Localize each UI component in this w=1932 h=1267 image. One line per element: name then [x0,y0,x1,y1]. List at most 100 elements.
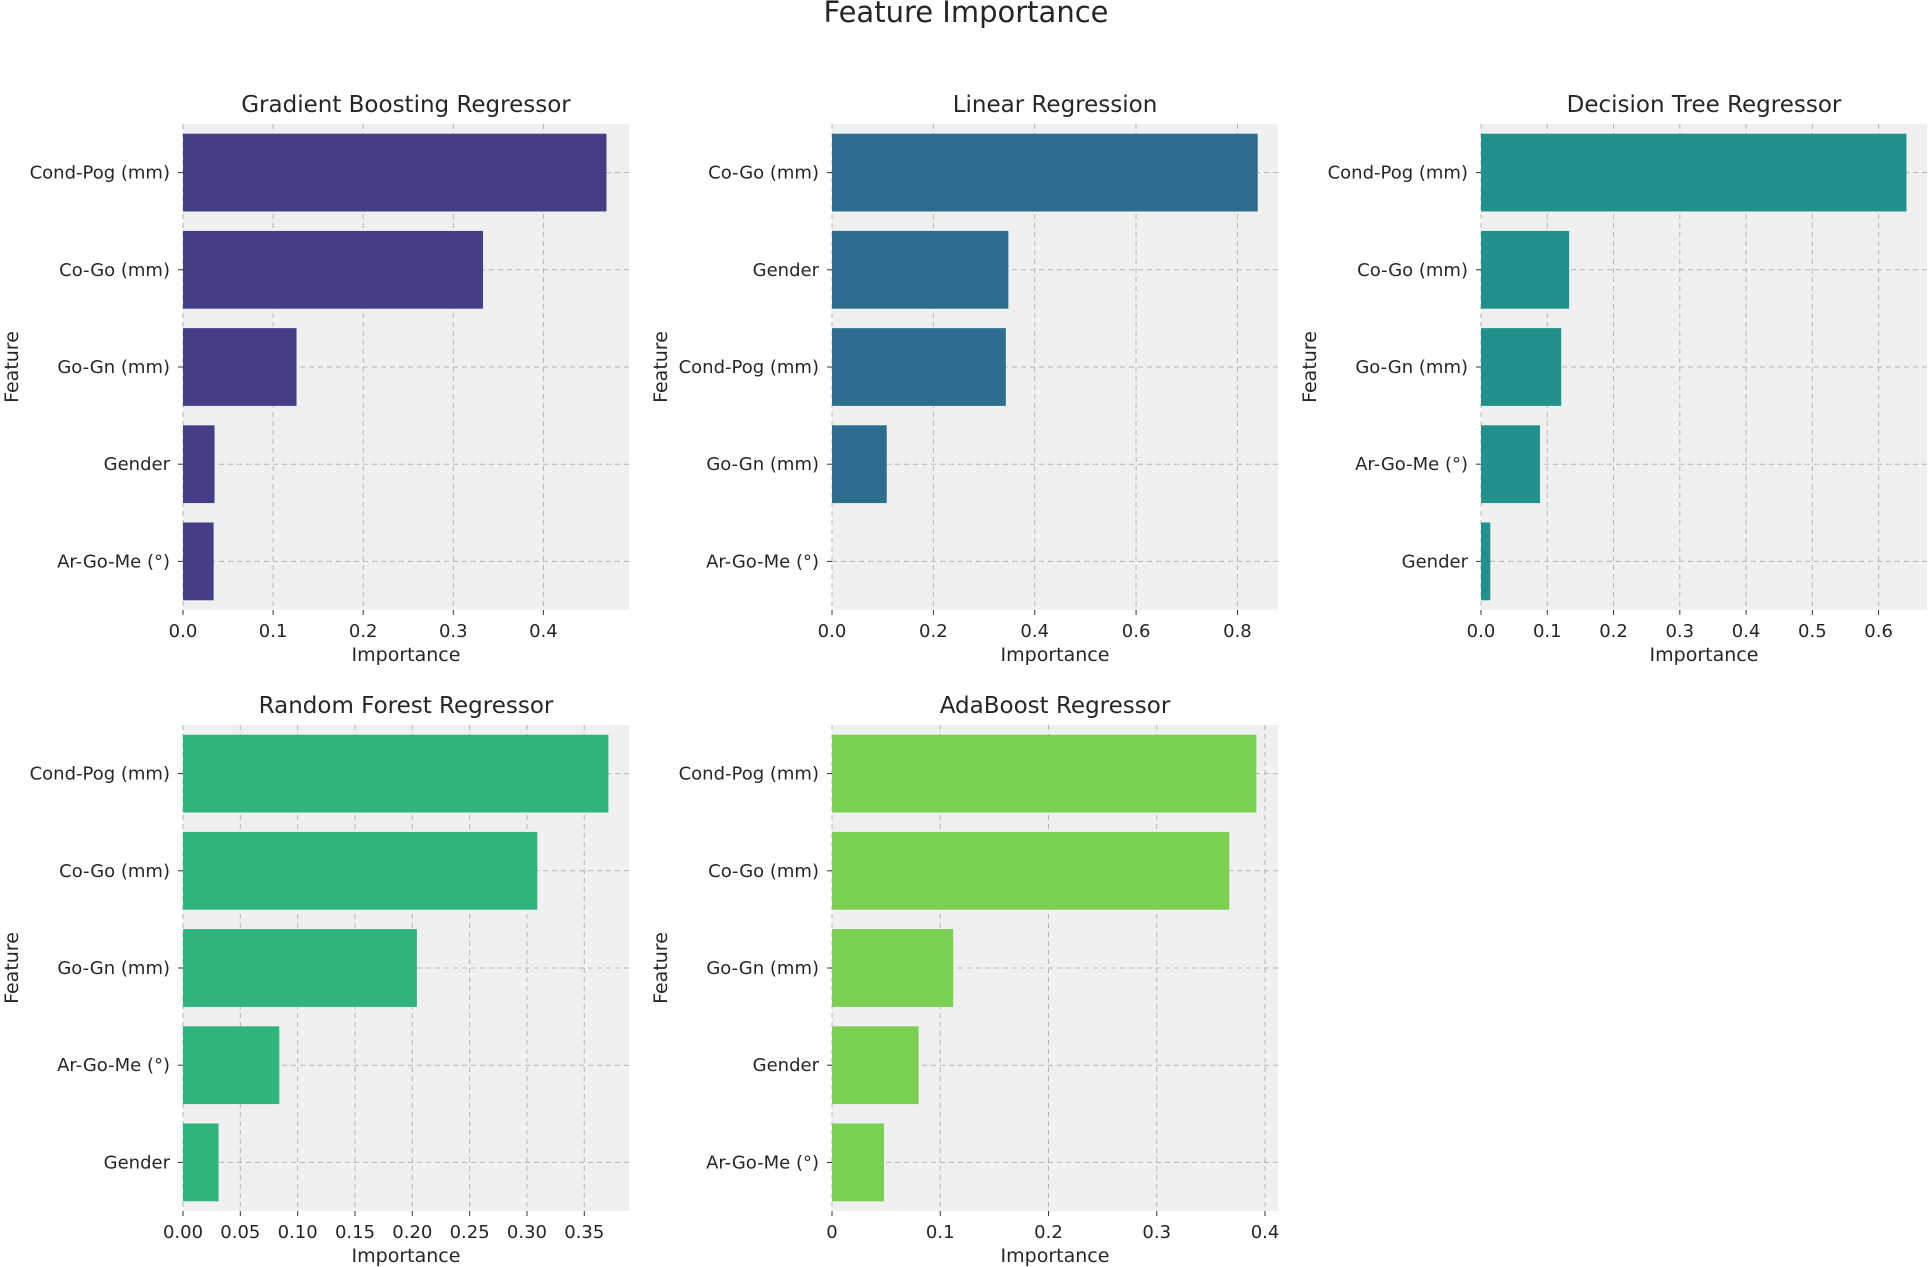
y-tick-label: Co-Go (mm) [1357,260,1468,281]
y-tick-label: Cond-Pog (mm) [30,163,170,184]
x-tick-label: 0.00 [163,1222,203,1243]
bar [832,831,1230,910]
figure-title: Feature Importance [824,0,1109,29]
x-tick-label: 0 [826,1222,837,1243]
bar [183,328,297,406]
bar [832,929,954,1007]
bar [1481,133,1907,212]
x-tick-label: 0.4 [529,621,558,642]
y-tick-label: Gender [104,454,171,475]
bar [183,230,484,309]
y-tick-label: Ar-Go-Me (°) [57,551,170,572]
y-axis-label: Feature [650,331,672,403]
x-tick-label: 0.5 [1798,621,1827,642]
x-tick-label: 0.35 [564,1222,604,1243]
x-tick-label: 0.2 [1599,621,1628,642]
y-tick-label: Ar-Go-Me (°) [1355,454,1468,475]
y-tick-label: Co-Go (mm) [59,861,170,882]
y-tick-label: Co-Go (mm) [708,861,819,882]
x-tick-label: 0.3 [439,621,468,642]
x-tick-label: 0.8 [1223,621,1252,642]
y-tick-label: Gender [753,1055,820,1076]
bar [832,1123,884,1202]
x-tick-label: 0.1 [259,621,288,642]
y-tick-label: Ar-Go-Me (°) [706,1152,819,1173]
x-axis-label: Importance [352,1245,461,1267]
bar [832,133,1258,212]
y-tick-label: Gender [1402,551,1469,572]
panel-title: Random Forest Regressor [259,693,554,719]
bar [832,425,887,504]
bar [183,831,538,910]
panel-title: Gradient Boosting Regressor [241,92,571,118]
x-tick-label: 0.3 [1665,621,1694,642]
bar [832,230,1009,309]
bar [183,929,417,1007]
x-tick-label: 0.4 [1732,621,1761,642]
x-tick-label: 0.10 [278,1222,318,1243]
panel-2: Co-Go (mm) Gender Cond-Pog (mm) Go-Gn (mm) A… [650,92,1278,666]
bar [1481,328,1562,406]
panel-3: Cond-Pog (mm) Co-Go (mm) Go-Gn (mm) Ar-Go-M… [1299,92,1927,666]
x-tick-label: 0.05 [220,1222,260,1243]
y-tick-label: Go-Gn (mm) [706,454,819,475]
y-tick-label: Go-Gn (mm) [1355,357,1468,378]
x-tick-label: 0.4 [1020,621,1049,642]
bar [832,328,1006,406]
y-tick-label: Gender [753,260,820,281]
x-tick-label: 0.20 [392,1222,432,1243]
x-tick-label: 0.6 [1122,621,1151,642]
y-tick-label: Gender [104,1152,171,1173]
bar [183,133,607,212]
x-axis-label: Importance [352,644,461,666]
y-axis-label: Feature [1299,331,1321,403]
y-axis-label: Feature [1,331,23,403]
y-tick-label: Cond-Pog (mm) [1328,163,1468,184]
panel-title: AdaBoost Regressor [940,693,1171,719]
x-tick-label: 0.0 [1467,621,1496,642]
y-axis-label: Feature [1,932,23,1004]
x-tick-label: 0.30 [507,1222,547,1243]
x-tick-label: 0.2 [1034,1222,1063,1243]
bar [1481,230,1570,309]
x-tick-label: 0.2 [919,621,948,642]
y-tick-label: Go-Gn (mm) [57,958,170,979]
x-tick-label: 0.3 [1142,1222,1171,1243]
y-tick-label: Co-Go (mm) [59,260,170,281]
bar [1481,522,1491,601]
bar [832,1026,919,1105]
y-tick-label: Cond-Pog (mm) [679,357,819,378]
y-tick-label: Ar-Go-Me (°) [706,551,819,572]
x-tick-label: 0.6 [1864,621,1893,642]
bar [183,425,215,504]
x-tick-label: 0.0 [169,621,198,642]
bar [183,522,214,601]
x-axis-label: Importance [1650,644,1759,666]
bar [183,1026,280,1105]
y-tick-label: Co-Go (mm) [708,163,819,184]
panel-title: Decision Tree Regressor [1567,92,1842,118]
bar [183,734,609,813]
x-tick-label: 0.1 [926,1222,955,1243]
panel-title: Linear Regression [953,92,1158,118]
y-tick-label: Go-Gn (mm) [706,958,819,979]
bar [183,1123,219,1202]
x-axis-label: Importance [1001,644,1110,666]
y-tick-label: Ar-Go-Me (°) [57,1055,170,1076]
bar [1481,425,1540,504]
y-tick-label: Cond-Pog (mm) [679,764,819,785]
y-tick-label: Cond-Pog (mm) [30,764,170,785]
bar [832,734,1257,813]
x-axis-label: Importance [1001,1245,1110,1267]
x-tick-label: 0.1 [1533,621,1562,642]
x-tick-label: 0.25 [450,1222,490,1243]
panel-1: Cond-Pog (mm) Co-Go (mm) Go-Gn (mm) Gender A… [1,92,629,666]
x-tick-label: 0.4 [1251,1222,1280,1243]
x-tick-label: 0.15 [335,1222,375,1243]
x-tick-label: 0.2 [349,621,378,642]
panel-5: Cond-Pog (mm) Co-Go (mm) Go-Gn (mm) Gender A… [650,693,1279,1267]
x-tick-label: 0.0 [818,621,847,642]
y-axis-label: Feature [650,932,672,1004]
panel-4: Cond-Pog (mm) Co-Go (mm) Go-Gn (mm) Ar-Go-M… [1,693,629,1267]
